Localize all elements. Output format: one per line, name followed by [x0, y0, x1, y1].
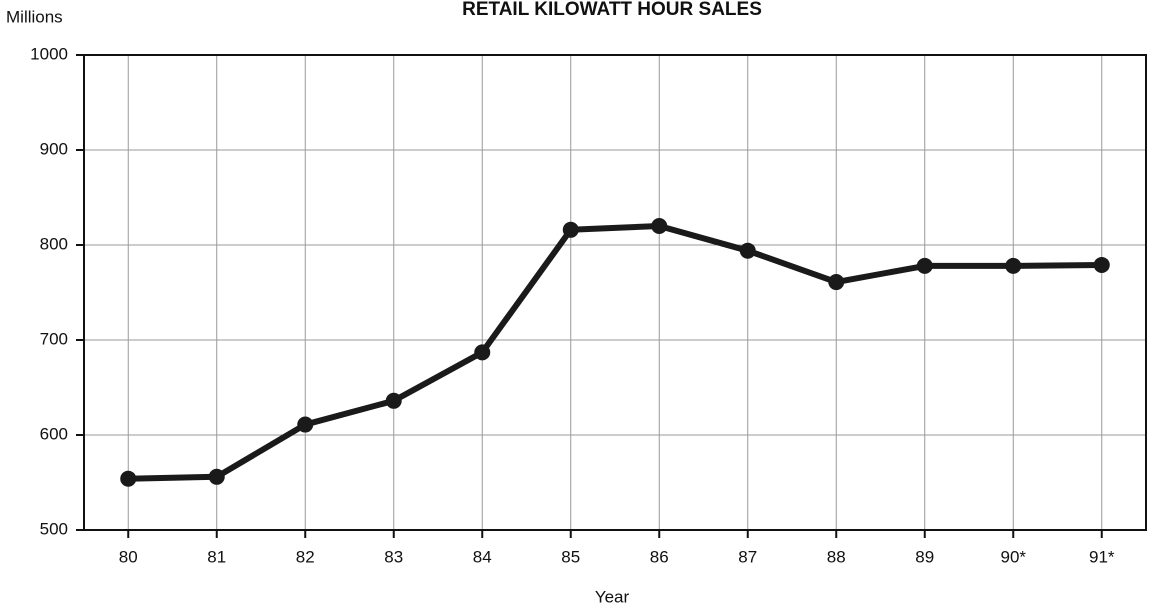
- data-point: [1093, 256, 1110, 273]
- data-point: [208, 468, 225, 485]
- x-tick-label: 90*: [1000, 547, 1026, 566]
- y-tick-label: 800: [40, 234, 68, 253]
- data-point: [1005, 257, 1022, 274]
- x-tick-label: 87: [738, 547, 757, 566]
- x-tick-label: 85: [561, 547, 580, 566]
- y-tick-label: 900: [40, 139, 68, 158]
- chart-title: RETAIL KILOWATT HOUR SALES: [462, 0, 762, 20]
- data-point: [916, 257, 933, 274]
- data-point: [120, 470, 137, 487]
- data-point: [828, 274, 845, 291]
- x-axis-label: Year: [595, 587, 630, 606]
- y-tick-label: 1000: [30, 44, 68, 63]
- y-tick-label: 700: [40, 329, 68, 348]
- x-tick-label: 80: [119, 547, 138, 566]
- data-point: [297, 416, 314, 433]
- plot-frame: [83, 54, 1147, 531]
- y-tick-label: 600: [40, 424, 68, 443]
- y-axis-label: Millions: [6, 7, 63, 26]
- x-tick-label: 89: [915, 547, 934, 566]
- x-tick-label: 83: [384, 547, 403, 566]
- x-tick-label: 88: [827, 547, 846, 566]
- data-point: [739, 242, 756, 259]
- x-tick-label: 86: [650, 547, 669, 566]
- data-point: [562, 221, 579, 238]
- x-tick-label: 82: [296, 547, 315, 566]
- x-tick-label: 91*: [1089, 547, 1115, 566]
- data-line: [128, 223, 1102, 482]
- data-point: [385, 392, 402, 409]
- data-point: [651, 218, 668, 234]
- x-tick-label: 84: [473, 547, 492, 566]
- x-tick-label: 81: [207, 547, 226, 566]
- y-tick-label: 500: [40, 519, 68, 538]
- data-point: [474, 344, 491, 361]
